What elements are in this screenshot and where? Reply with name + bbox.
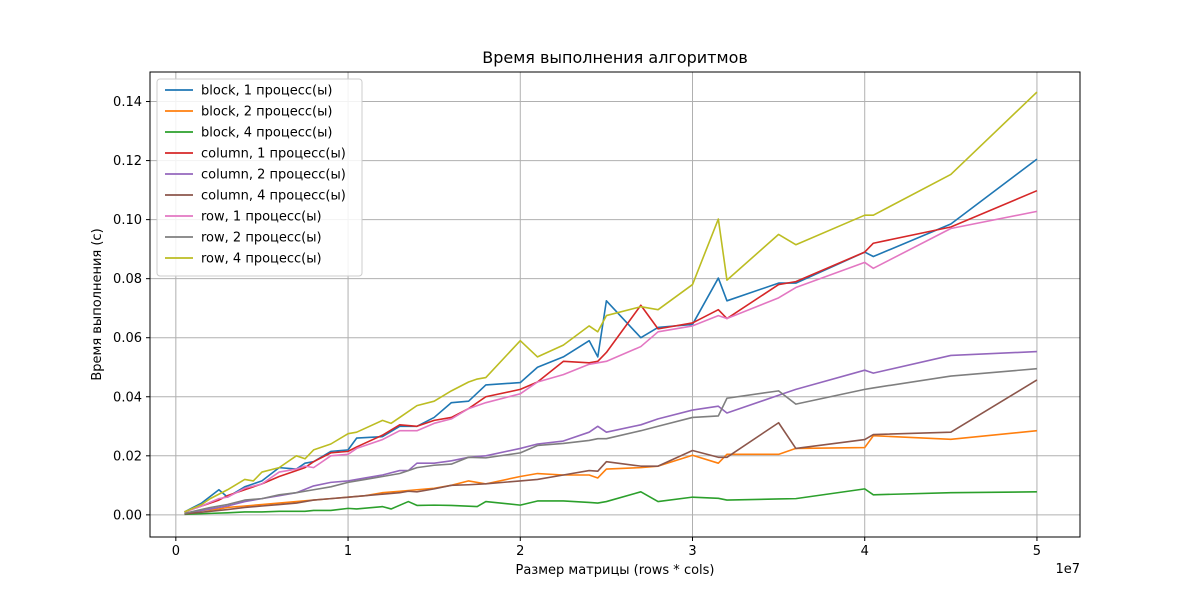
x-tick-label: 2 xyxy=(516,544,524,559)
y-tick-label: 0.10 xyxy=(113,213,142,228)
y-tick-label: 0.08 xyxy=(113,272,142,287)
y-tick-label: 0.02 xyxy=(113,449,142,464)
x-tick-label: 3 xyxy=(688,544,696,559)
legend-entry: row, 2 процесс(ы) xyxy=(165,231,322,246)
y-tick-label: 0.14 xyxy=(113,95,142,110)
series-line xyxy=(184,91,1038,513)
x-axis-multiplier: 1e7 xyxy=(1055,562,1080,577)
legend-label: row, 1 процесс(ы) xyxy=(201,210,322,225)
y-tick-label: 0.12 xyxy=(113,154,142,169)
legend-box xyxy=(156,78,363,277)
grid xyxy=(150,72,1080,537)
legend-label: block, 4 процесс(ы) xyxy=(201,126,332,141)
series-line xyxy=(184,210,1038,513)
legend-label: row, 4 процесс(ы) xyxy=(201,252,322,267)
legend-entry: column, 2 процесс(ы) xyxy=(165,168,346,183)
legend-entry: block, 1 процесс(ы) xyxy=(165,84,332,99)
legend-entry: row, 4 процесс(ы) xyxy=(165,252,322,267)
plot-frame xyxy=(149,71,1081,538)
legend-label: block, 1 процесс(ы) xyxy=(201,84,332,99)
series-line xyxy=(184,429,1038,515)
y-axis-label: Время выполнения (с) xyxy=(90,228,105,380)
legend-entry: column, 1 процесс(ы) xyxy=(165,147,346,162)
axis-ticks: 0 1 2 3 4 5 0.00 0.02 0.04 0.06 0.08 0.10 0.12 0.14 xyxy=(113,95,1041,559)
legend-entry: column, 4 процесс(ы) xyxy=(165,189,346,204)
legend-label: column, 4 процесс(ы) xyxy=(201,189,346,204)
x-tick-label: 0 xyxy=(172,544,180,559)
legend-entry: row, 1 процесс(ы) xyxy=(165,210,322,225)
y-tick-label: 0.06 xyxy=(113,331,142,346)
legend-entry: block, 4 процесс(ы) xyxy=(165,126,332,141)
legend: block, 1 процесс(ы) block, 2 процесс(ы) bl… xyxy=(156,78,363,277)
chart-title: Время выполнения алгоритмов xyxy=(482,48,748,67)
legend-label: column, 2 процесс(ы) xyxy=(201,168,346,183)
series-line xyxy=(184,379,1038,515)
legend-label: row, 2 процесс(ы) xyxy=(201,231,322,246)
x-axis-label: Размер матрицы (rows * cols) xyxy=(515,563,714,578)
legend-entry: block, 2 процесс(ы) xyxy=(165,105,332,120)
series-line xyxy=(184,488,1037,516)
y-tick-label: 0.04 xyxy=(113,390,142,405)
legend-label: column, 1 процесс(ы) xyxy=(201,147,346,162)
x-tick-label: 5 xyxy=(1033,544,1041,559)
x-tick-label: 1 xyxy=(344,544,352,559)
series-lines xyxy=(184,91,1038,516)
legend-label: block, 2 процесс(ы) xyxy=(201,105,332,120)
x-tick-label: 4 xyxy=(861,544,869,559)
y-tick-label: 0.00 xyxy=(113,508,142,523)
series-line xyxy=(184,367,1038,515)
